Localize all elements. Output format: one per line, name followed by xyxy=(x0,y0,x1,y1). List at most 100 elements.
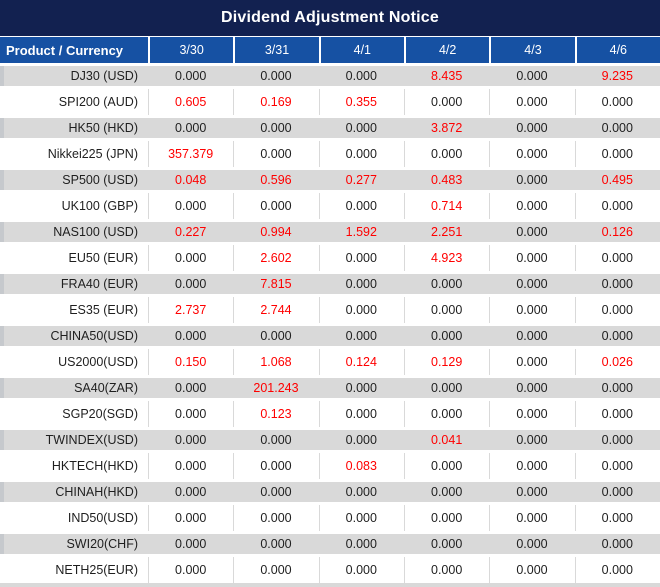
value-cell: 0.000 xyxy=(318,115,404,141)
value-cell: 0.000 xyxy=(403,141,490,167)
product-cell: SWI20(CHF) xyxy=(0,531,148,557)
table-row: Nikkei225 (JPN) 357.379 0.000 0.000 0.000 0.0… xyxy=(0,141,660,167)
value-cell: 0.000 xyxy=(489,479,575,505)
value-cell: 7.815 xyxy=(233,271,319,297)
product-cell: SP500 (USD) xyxy=(0,167,148,193)
value-cell: 0.000 xyxy=(489,193,575,219)
table-row: SWI20(CHF) 0.000 0.000 0.000 0.000 0.000 0.000 xyxy=(0,531,660,557)
product-cell: SPI200 (AUD) xyxy=(0,89,148,115)
value-cell: 0.083 xyxy=(318,453,404,479)
value-cell: 0.000 xyxy=(489,427,575,453)
value-cell: 0.000 xyxy=(403,375,490,401)
value-cell: 0.000 xyxy=(148,531,234,557)
value-cell: 0.123 xyxy=(233,401,319,427)
table-row: HKTECH(HKD) 0.000 0.000 0.083 0.000 0.000 0.00… xyxy=(0,453,660,479)
value-cell: 0.000 xyxy=(403,271,490,297)
value-cell: 0.000 xyxy=(574,375,660,401)
value-cell: 0.605 xyxy=(148,89,234,115)
value-cell: 0.000 xyxy=(489,141,575,167)
value-cell: 201.243 xyxy=(233,375,319,401)
product-cell: SA40(ZAR) xyxy=(0,375,148,401)
value-cell: 0.000 xyxy=(403,557,490,583)
value-cell: 0.000 xyxy=(489,297,575,323)
value-cell: 0.000 xyxy=(489,505,575,531)
table-row: CHINAH(HKD) 0.000 0.000 0.000 0.000 0.000 0.00… xyxy=(0,479,660,505)
product-cell: HK50 (HKD) xyxy=(0,115,148,141)
product-cell: SGP20(SGD) xyxy=(0,401,148,427)
value-cell: 0.227 xyxy=(148,219,234,245)
title-bar: Dividend Adjustment Notice xyxy=(0,0,660,37)
header-date-4-1: 4/1 xyxy=(318,37,404,63)
table-row: SGP20(SGD) 0.000 0.123 0.000 0.000 0.000 0.000 xyxy=(0,401,660,427)
value-cell: 0.495 xyxy=(574,167,660,193)
table-row: DJ30 (USD) 0.000 0.000 0.000 8.435 0.000 9.235 xyxy=(0,63,660,89)
value-cell: 0.000 xyxy=(574,245,660,271)
value-cell: 0.000 xyxy=(489,401,575,427)
value-cell: 0.000 xyxy=(489,63,575,89)
table-row: IND50(USD) 0.000 0.000 0.000 0.000 0.000 0.000 xyxy=(0,505,660,531)
value-cell: 0.129 xyxy=(403,349,490,375)
product-cell: IND50(USD) xyxy=(0,505,148,531)
value-cell: 0.000 xyxy=(318,245,404,271)
value-cell: 0.000 xyxy=(403,479,490,505)
product-cell: TWINDEX(USD) xyxy=(0,427,148,453)
value-cell: 0.000 xyxy=(233,141,319,167)
value-cell: 0.000 xyxy=(148,427,234,453)
value-cell: 0.000 xyxy=(233,193,319,219)
header-date-3-30: 3/30 xyxy=(148,37,234,63)
value-cell: 0.000 xyxy=(403,297,490,323)
value-cell: 0.169 xyxy=(233,89,319,115)
value-cell: 0.000 xyxy=(574,427,660,453)
value-cell: 0.000 xyxy=(574,89,660,115)
value-cell: 0.000 xyxy=(318,401,404,427)
value-cell: 0.000 xyxy=(403,89,490,115)
table-row: US2000(USD) 0.150 1.068 0.124 0.129 0.000 0.02… xyxy=(0,349,660,375)
value-cell: 0.000 xyxy=(489,323,575,349)
product-cell: DJ30 (USD) xyxy=(0,63,148,89)
header-date-4-6: 4/6 xyxy=(574,37,660,63)
value-cell: 0.000 xyxy=(403,401,490,427)
value-cell: 0.126 xyxy=(574,219,660,245)
value-cell: 2.251 xyxy=(403,219,490,245)
value-cell: 2.744 xyxy=(233,297,319,323)
value-cell: 0.596 xyxy=(233,167,319,193)
value-cell: 0.000 xyxy=(489,115,575,141)
value-cell: 0.000 xyxy=(489,89,575,115)
product-cell: CHINAH(HKD) xyxy=(0,479,148,505)
value-cell: 0.000 xyxy=(148,453,234,479)
value-cell: 0.150 xyxy=(148,349,234,375)
value-cell: 0.000 xyxy=(574,141,660,167)
header-product-currency: Product / Currency xyxy=(0,37,148,63)
value-cell: 4.923 xyxy=(403,245,490,271)
product-cell: NAS100 (USD) xyxy=(0,219,148,245)
table-row: SPI200 (AUD) 0.605 0.169 0.355 0.000 0.000 0.0… xyxy=(0,89,660,115)
value-cell: 0.000 xyxy=(574,401,660,427)
product-cell: EU50 (EUR) xyxy=(0,245,148,271)
value-cell: 0.000 xyxy=(148,505,234,531)
value-cell: 0.000 xyxy=(574,297,660,323)
value-cell: 0.000 xyxy=(489,349,575,375)
value-cell: 0.000 xyxy=(489,167,575,193)
value-cell: 0.000 xyxy=(489,271,575,297)
value-cell: 0.714 xyxy=(403,193,490,219)
value-cell: 0.000 xyxy=(318,505,404,531)
value-cell: 0.000 xyxy=(403,505,490,531)
value-cell: 0.000 xyxy=(574,557,660,583)
value-cell: 0.000 xyxy=(574,531,660,557)
table-header-row: Product / Currency 3/30 3/31 4/1 4/2 4/3 4/6 xyxy=(0,37,660,63)
value-cell: 0.000 xyxy=(233,427,319,453)
value-cell: 0.000 xyxy=(489,219,575,245)
value-cell: 0.000 xyxy=(318,141,404,167)
value-cell: 0.000 xyxy=(318,193,404,219)
value-cell: 0.000 xyxy=(318,531,404,557)
dividend-table: Product / Currency 3/30 3/31 4/1 4/2 4/3 4/6 D… xyxy=(0,37,660,583)
product-cell: Nikkei225 (JPN) xyxy=(0,141,148,167)
product-cell: NETH25(EUR) xyxy=(0,557,148,583)
value-cell: 1.592 xyxy=(318,219,404,245)
value-cell: 0.000 xyxy=(233,115,319,141)
product-cell: HKTECH(HKD) xyxy=(0,453,148,479)
value-cell: 0.000 xyxy=(574,193,660,219)
value-cell: 0.000 xyxy=(318,427,404,453)
table-row: NAS100 (USD) 0.227 0.994 1.592 2.251 0.000 0.1… xyxy=(0,219,660,245)
value-cell: 0.000 xyxy=(574,453,660,479)
